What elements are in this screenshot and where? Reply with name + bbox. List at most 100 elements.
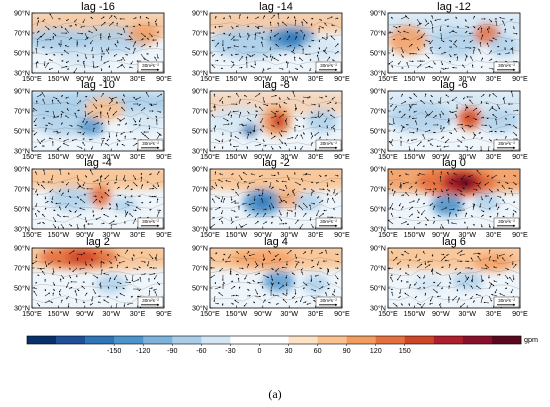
x-tick-label: 90°W [76, 230, 94, 239]
x-tick-label: 150°E [200, 74, 220, 83]
flux-vectors [32, 249, 161, 308]
y-tick-label: 90°N [192, 244, 208, 253]
x-tick-label: 90°W [254, 309, 272, 318]
x-tick-label: 30°E [130, 74, 146, 83]
colorbar-tick-label: 120 [370, 346, 382, 355]
colorbar-segment [433, 336, 464, 344]
y-tick-label: 50°N [192, 49, 208, 58]
flux-vectors [388, 170, 517, 229]
x-tick-label: 90°W [254, 74, 272, 83]
y-tick-label: 50°N [370, 284, 386, 293]
y-tick-label: 70°N [14, 107, 30, 116]
x-tick-label: 150°E [200, 309, 220, 318]
colorbar-segment [259, 336, 289, 344]
ref-vector-label: 30m²s⁻² [320, 219, 337, 224]
panel-frame [387, 247, 521, 309]
flux-vectors [388, 91, 519, 151]
x-tick-label: 90°W [76, 74, 94, 83]
panel-lagm16: lag -16 30m²s⁻² 30°N 50°N 70°N 90°N 150°E 150°W… [14, 1, 172, 83]
anomaly-map [210, 91, 342, 151]
ref-vector-label: 30m²s⁻² [498, 298, 515, 303]
y-tick-label: 50°N [370, 49, 386, 58]
panel-lagm10: lag -10 30m²s⁻² 30°N 50°N 70°N 90°N 150°E 150°W… [14, 79, 172, 161]
panel-frame [31, 12, 165, 74]
anomaly-map [210, 248, 342, 308]
y-tick-label: 50°N [192, 205, 208, 214]
y-tick-label: 30°N [14, 304, 30, 313]
colorbar-segment [143, 336, 173, 344]
x-tick-label: 150°W [48, 230, 70, 239]
y-tick-label: 90°N [14, 9, 30, 18]
y-tick-label: 70°N [370, 264, 386, 273]
ref-vector-label: 30m²s⁻² [320, 63, 337, 68]
y-tick-label: 30°N [14, 69, 30, 78]
x-tick-label: 30°W [102, 230, 120, 239]
x-tick-label: 150°W [48, 309, 70, 318]
x-tick-label: 150°W [48, 152, 70, 161]
x-tick-label: 30°E [308, 74, 324, 83]
x-tick-label: 90°W [432, 230, 450, 239]
x-tick-label: 30°W [280, 152, 298, 161]
colorbar-segment [172, 336, 202, 344]
anomaly-map [32, 13, 164, 73]
panel-title: lag -16 [81, 1, 115, 13]
ref-vector-label: 30m²s⁻² [320, 141, 337, 146]
x-tick-label: 90°W [432, 152, 450, 161]
x-tick-label: 30°W [458, 74, 476, 83]
panel-title: lag -4 [84, 157, 112, 169]
ref-vector-label: 30m²s⁻² [142, 219, 159, 224]
colorbar-tick-label: 30 [285, 346, 293, 355]
y-tick-label: 90°N [370, 87, 386, 96]
x-tick-label: 90°E [334, 152, 350, 161]
x-tick-label: 30°E [308, 230, 324, 239]
x-tick-label: 30°W [102, 74, 120, 83]
x-tick-label: 30°W [280, 230, 298, 239]
colorbar-segment [288, 336, 318, 344]
panel-title: lag -10 [81, 79, 115, 91]
x-tick-label: 30°W [280, 309, 298, 318]
anomaly-map [32, 248, 164, 308]
y-tick-label: 50°N [14, 49, 30, 58]
x-tick-label: 150°E [200, 152, 220, 161]
anomaly-map [210, 13, 342, 73]
y-tick-label: 30°N [370, 147, 386, 156]
panel-frame [387, 12, 521, 74]
x-tick-label: 30°E [486, 74, 502, 83]
flux-vectors [34, 169, 162, 229]
y-tick-label: 50°N [192, 284, 208, 293]
colorbar-tick-label: -120 [136, 346, 150, 355]
y-tick-label: 90°N [192, 87, 208, 96]
flux-vectors [388, 15, 518, 70]
colorbar-tick-label: 150 [399, 346, 411, 355]
y-tick-label: 70°N [14, 185, 30, 194]
x-tick-label: 150°E [378, 309, 398, 318]
panel-lagm12: lag -12 30m²s⁻² 30°N 50°N 70°N 90°N 150°E 150°W… [370, 1, 528, 83]
panel-lagm14: lag -14 30m²s⁻² 30°N 50°N 70°N 90°N 150°E 150°W… [192, 1, 350, 83]
x-tick-label: 90°E [512, 230, 528, 239]
anomaly-map [32, 169, 164, 229]
x-tick-label: 90°E [334, 309, 350, 318]
x-tick-label: 90°E [156, 74, 172, 83]
colorbar-tick-label: 0 [257, 346, 261, 355]
x-tick-label: 30°W [458, 230, 476, 239]
x-tick-label: 30°E [486, 152, 502, 161]
y-tick-label: 90°N [192, 165, 208, 174]
panel-title: lag -2 [262, 157, 290, 169]
panel-lag0: lag 0 30m²s⁻² 30°N 50°N 70°N 90°N 150°E 150°W 90… [370, 157, 528, 239]
x-tick-label: 150°W [404, 152, 426, 161]
panel-lagm6: lag -6 30m²s⁻² 30°N 50°N 70°N 90°N 150°E 150°W 9… [370, 79, 528, 161]
x-tick-label: 150°E [378, 152, 398, 161]
x-tick-label: 150°E [22, 74, 42, 83]
y-tick-label: 30°N [14, 225, 30, 234]
ref-vector-label: 30m²s⁻² [498, 63, 515, 68]
x-tick-label: 90°E [156, 152, 172, 161]
x-tick-label: 30°W [280, 74, 298, 83]
colorbar-segment [491, 336, 522, 344]
panel-frame [209, 168, 343, 230]
x-tick-label: 90°E [156, 309, 172, 318]
colorbar-segment [27, 336, 57, 344]
y-tick-label: 50°N [14, 205, 30, 214]
x-tick-label: 150°W [226, 152, 248, 161]
ref-vector-label: 30m²s⁻² [498, 141, 515, 146]
colorbar-segment [404, 336, 435, 344]
